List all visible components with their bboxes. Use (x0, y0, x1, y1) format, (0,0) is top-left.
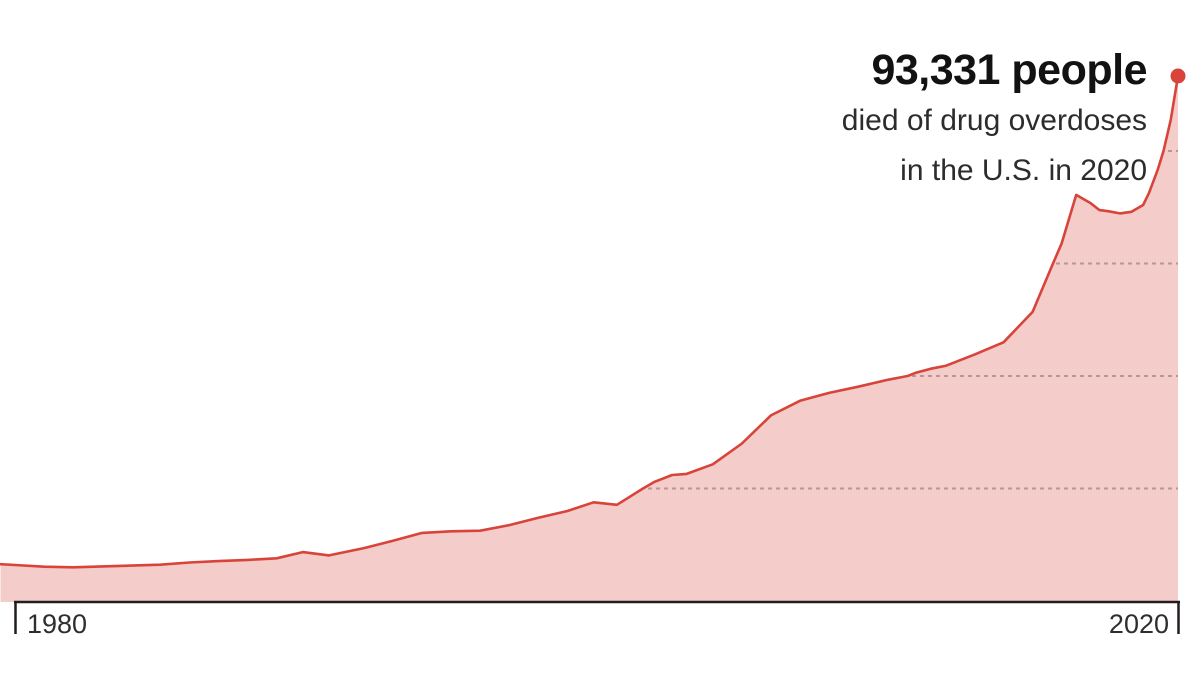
annotation-line2: died of drug overdoses (841, 104, 1147, 137)
annotation-line3: in the U.S. in 2020 (900, 154, 1147, 187)
annotation: 93,331 people died of drug overdoses in … (841, 44, 1148, 196)
end-point-marker (1170, 68, 1186, 84)
area-fill (0, 76, 1178, 602)
x-axis-label-2020: 2020 (1109, 609, 1169, 639)
x-axis-label-1980: 1980 (27, 609, 87, 639)
annotation-headline: 93,331 people (871, 46, 1147, 94)
trend-line (0, 74, 1180, 569)
